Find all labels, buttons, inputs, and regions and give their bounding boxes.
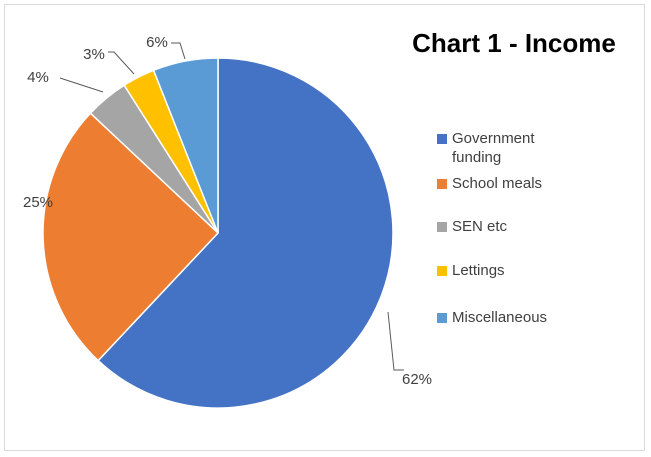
pie-slice-school-meals (42, 112, 220, 362)
legend-item-sen-etc: SEN etc (437, 218, 508, 235)
pie-slice-government-funding (97, 57, 394, 409)
legend-item-government-funding: Government funding (437, 130, 535, 166)
legend-label-lettings: Lettings (452, 262, 505, 279)
data-labels: 62% 25% 4% 3% 6% (23, 34, 432, 388)
chart-title: Chart 1 - Income (412, 28, 616, 58)
leader-line-lettings (108, 51, 135, 75)
legend-label-sen-etc: SEN etc (452, 218, 508, 235)
leader-line-sen-etc (59, 77, 104, 93)
legend-swatch-sen-etc (437, 222, 447, 232)
legend-item-miscellaneous: Miscellaneous (437, 309, 547, 326)
legend-label-school-meals: School meals (452, 175, 542, 192)
data-label-government-funding: 62% (402, 371, 432, 388)
legend-swatch-miscellaneous (437, 313, 447, 323)
legend: Government funding School meals SEN etc Lett… (437, 130, 547, 326)
pie-slice-miscellaneous (152, 57, 219, 234)
leader-line-miscellaneous (171, 42, 186, 60)
leader-line-government-funding (387, 311, 404, 371)
legend-item-school-meals: School meals (437, 175, 542, 192)
data-label-lettings: 3% (83, 46, 105, 63)
legend-swatch-government-funding (437, 134, 447, 144)
pie-slices (42, 57, 394, 409)
data-label-school-meals: 25% (23, 194, 53, 211)
legend-label-government-funding: Government funding (452, 130, 535, 166)
legend-swatch-lettings (437, 266, 447, 276)
data-label-miscellaneous: 6% (146, 34, 168, 51)
legend-swatch-school-meals (437, 179, 447, 189)
legend-item-lettings: Lettings (437, 262, 505, 279)
data-label-sen-etc: 4% (27, 69, 49, 86)
legend-label-miscellaneous: Miscellaneous (452, 309, 547, 326)
